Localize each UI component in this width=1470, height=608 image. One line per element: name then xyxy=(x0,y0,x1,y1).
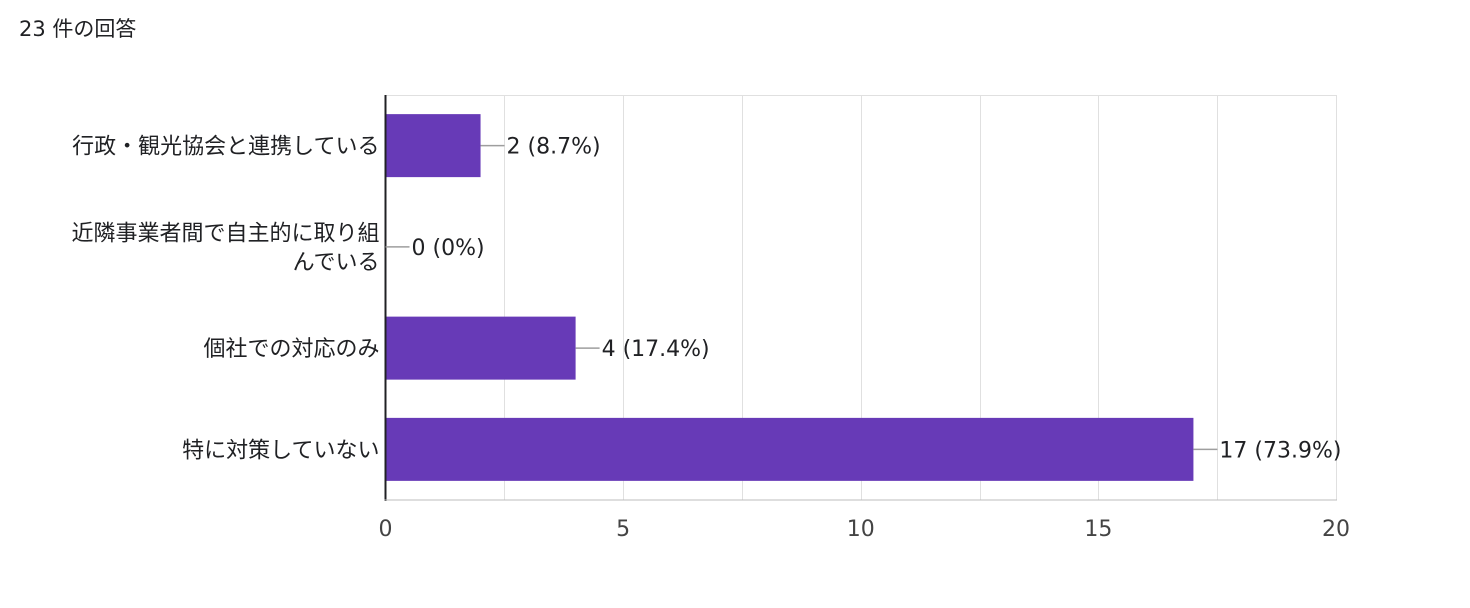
bar xyxy=(385,114,481,178)
x-tick-label: 5 xyxy=(616,517,630,542)
data-label: 2 (8.7%) xyxy=(507,135,601,160)
data-label: 0 (0%) xyxy=(412,236,485,261)
x-tick-label: 10 xyxy=(847,517,875,542)
data-label: 4 (17.4%) xyxy=(602,337,710,362)
bar xyxy=(385,316,576,380)
category-label: 近隣事業者間で自主的に取り組 xyxy=(71,221,379,246)
category-label: んでいる xyxy=(293,250,380,275)
category-label: 特に対策していない xyxy=(182,438,379,463)
labels: 2 (8.7%) 行政・観光協会と連携している 0 (0%) 近隣事業者間で自主的に取… xyxy=(71,135,1341,464)
response-count: 23 件の回答 xyxy=(19,17,137,41)
bar xyxy=(385,417,1194,481)
grid-lines xyxy=(385,95,1337,500)
x-tick-label: 20 xyxy=(1322,517,1350,542)
x-tick-label: 0 xyxy=(379,517,393,542)
category-label: 個社での対応のみ xyxy=(203,337,379,362)
data-label: 17 (73.9%) xyxy=(1219,438,1341,463)
bars xyxy=(385,114,1194,481)
axes: 0 5 10 15 20 xyxy=(379,95,1350,542)
x-tick-label: 15 xyxy=(1084,517,1112,542)
category-label: 行政・観光協会と連携している xyxy=(72,135,379,160)
